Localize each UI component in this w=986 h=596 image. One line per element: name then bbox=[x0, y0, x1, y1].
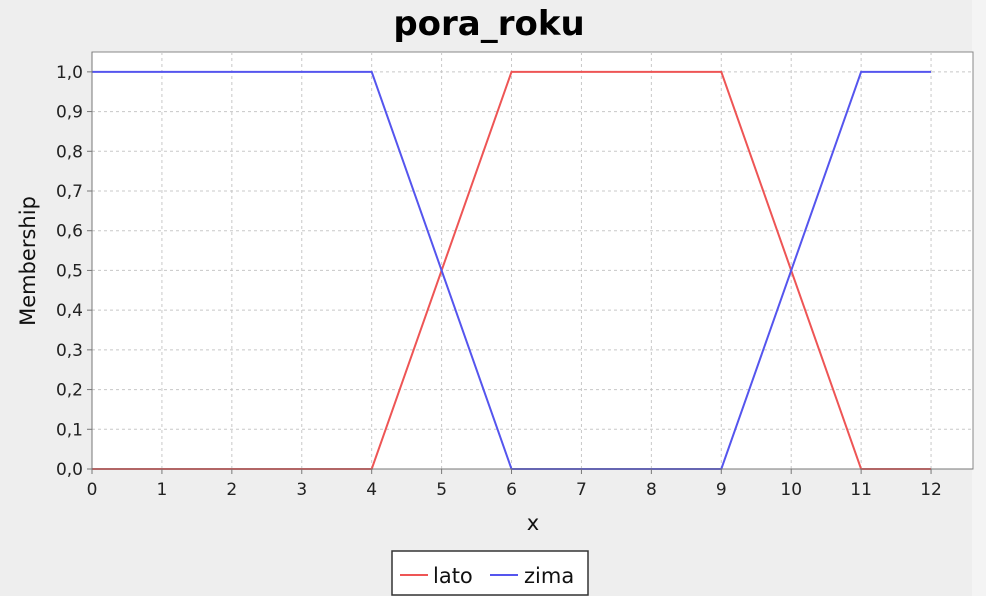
y-axis-label: Membership bbox=[16, 196, 40, 326]
window-edge bbox=[972, 0, 986, 596]
x-tick-label: 9 bbox=[716, 480, 727, 500]
plot-area bbox=[91, 51, 974, 470]
x-axis-label: x bbox=[527, 511, 539, 535]
tick-labels: 0 1 2 3 4 5 6 7 8 9 10 11 120,00,10,20,30,40,50,60,7… bbox=[56, 63, 942, 500]
x-tick-label: 8 bbox=[646, 480, 657, 500]
y-tick-label: 0,3 bbox=[56, 341, 83, 361]
legend-label-lato: lato bbox=[433, 564, 473, 588]
y-tick-label: 0,2 bbox=[56, 381, 83, 401]
x-tick-label: 11 bbox=[850, 480, 872, 500]
y-tick-label: 0,6 bbox=[56, 222, 83, 242]
y-tick-label: 0,7 bbox=[56, 182, 83, 202]
x-tick-label: 4 bbox=[366, 480, 377, 500]
x-tick-label: 10 bbox=[780, 480, 802, 500]
axes bbox=[87, 52, 973, 474]
x-tick-label: 7 bbox=[576, 480, 587, 500]
y-tick-label: 0,5 bbox=[56, 261, 83, 281]
legend-box bbox=[391, 550, 589, 596]
x-tick-label: 5 bbox=[436, 480, 447, 500]
x-tick-label: 3 bbox=[296, 480, 307, 500]
x-tick-label: 6 bbox=[506, 480, 517, 500]
x-tick-label: 2 bbox=[226, 480, 237, 500]
x-tick-label: 0 bbox=[87, 480, 98, 500]
y-tick-label: 0,1 bbox=[56, 420, 83, 440]
x-tick-label: 1 bbox=[157, 480, 168, 500]
chart-title: pora_roku bbox=[393, 4, 584, 44]
y-tick-label: 0,8 bbox=[56, 142, 83, 162]
y-tick-label: 0,4 bbox=[56, 301, 83, 321]
x-tick-label: 12 bbox=[920, 480, 942, 500]
y-tick-label: 1,0 bbox=[56, 63, 83, 83]
legend-label-zima: zima bbox=[524, 564, 574, 588]
grid-lines bbox=[92, 52, 973, 469]
legend: lato zima bbox=[391, 550, 589, 596]
y-tick-label: 0,9 bbox=[56, 103, 83, 123]
y-tick-label: 0,0 bbox=[56, 460, 83, 480]
